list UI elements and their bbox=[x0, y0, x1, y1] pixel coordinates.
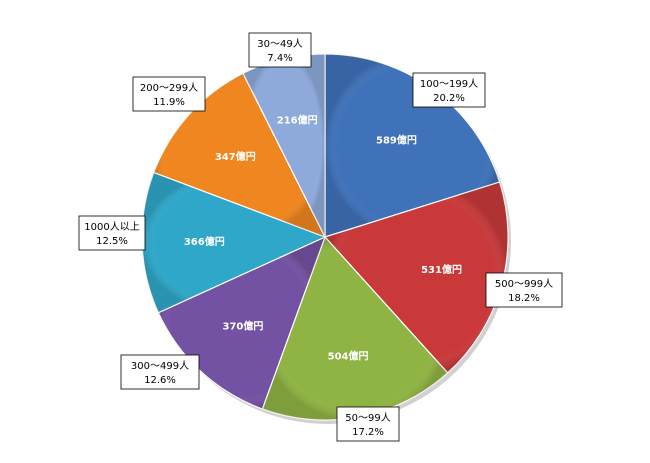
pie-slice-shading bbox=[243, 54, 325, 237]
slice-value-label: 589億円 bbox=[376, 134, 417, 147]
callout-percent: 17.2% bbox=[352, 427, 384, 438]
callout-percent: 20.2% bbox=[433, 93, 465, 104]
callout-5: 1000人以上 12.5% bbox=[78, 215, 146, 251]
callout-1: 100〜199人 20.2% bbox=[412, 72, 486, 108]
callout-3: 50〜99人 17.2% bbox=[336, 406, 400, 442]
callout-box bbox=[132, 76, 206, 112]
callout-6: 200〜299人 11.9% bbox=[132, 76, 206, 112]
value-labels: 589億円 531億円 504億円 370億円 366億円 347億円 216億円 bbox=[184, 113, 462, 362]
slice-value-label: 347億円 bbox=[215, 150, 256, 163]
slice-value-label: 370億円 bbox=[223, 320, 264, 333]
callout-category: 200〜299人 bbox=[140, 82, 198, 94]
callout-box bbox=[120, 354, 200, 390]
slice-value-label: 504億円 bbox=[328, 350, 369, 363]
pie-slice-shading bbox=[158, 237, 325, 409]
callout-box bbox=[412, 72, 486, 108]
slice-value-label: 216億円 bbox=[277, 113, 318, 126]
pie-slice-shading bbox=[325, 54, 500, 237]
callout-category: 300〜499人 bbox=[131, 360, 189, 372]
callout-percent: 11.9% bbox=[153, 97, 185, 108]
callout-4: 300〜499人 12.6% bbox=[120, 354, 200, 390]
callout-box bbox=[248, 32, 312, 68]
pie-slice-shading bbox=[153, 73, 325, 238]
callout-2: 500〜999人 18.2% bbox=[485, 272, 563, 308]
callout-box bbox=[78, 215, 146, 251]
callout-category: 1000人以上 bbox=[84, 221, 139, 233]
callout-percent: 12.5% bbox=[96, 236, 128, 247]
pie-slices bbox=[141, 53, 509, 421]
callout-percent: 18.2% bbox=[508, 293, 540, 304]
callout-category: 500〜999人 bbox=[495, 278, 553, 290]
callout-7: 30〜49人 7.4% bbox=[248, 32, 312, 68]
callout-category: 50〜99人 bbox=[345, 412, 390, 424]
slice-value-label: 531億円 bbox=[421, 263, 462, 276]
callout-box bbox=[336, 406, 400, 442]
callout-category: 30〜49人 bbox=[257, 38, 302, 50]
slice-value-label: 366億円 bbox=[184, 235, 225, 248]
callout-box bbox=[485, 272, 563, 308]
category-callouts: 100〜199人 20.2% 500〜999人 18.2% 50〜99人 17.2% 300… bbox=[78, 32, 563, 442]
pie-slice-shading bbox=[325, 182, 508, 373]
pie-slice-shading bbox=[141, 172, 325, 313]
callout-category: 100〜199人 bbox=[420, 78, 478, 90]
callout-percent: 7.4% bbox=[267, 53, 292, 64]
callout-percent: 12.6% bbox=[144, 375, 176, 386]
